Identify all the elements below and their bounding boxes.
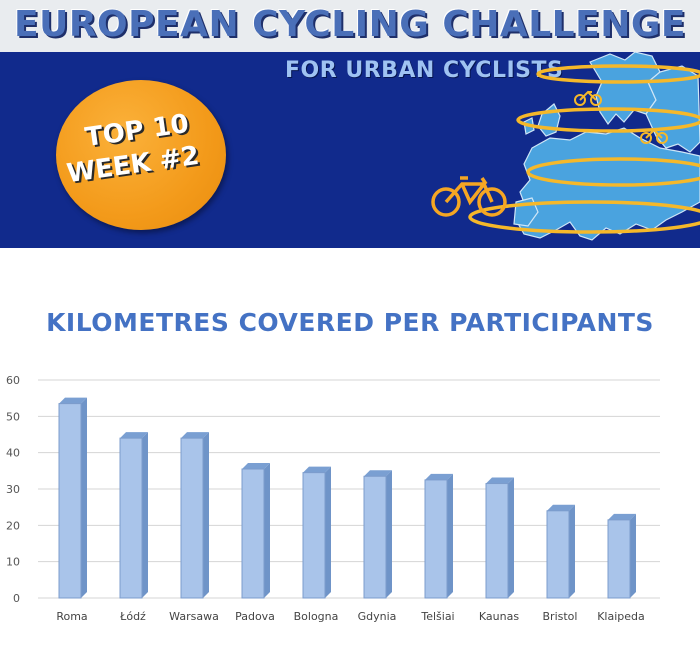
- y-tick-label: 40: [6, 447, 20, 460]
- bar-top: [547, 504, 575, 511]
- bar-side: [81, 397, 87, 598]
- bicycle-icon: [431, 176, 507, 217]
- bar-front: [607, 519, 631, 599]
- bar-front: [119, 437, 143, 599]
- header-banner: For Urban Cyclists: [0, 52, 700, 248]
- bar: [119, 432, 148, 599]
- bar-front: [485, 483, 509, 599]
- bar-side: [264, 463, 270, 598]
- main-title: European Cycling Challenge: [14, 4, 686, 45]
- bar-top: [608, 513, 636, 520]
- bar-side: [508, 477, 514, 598]
- subtitle: For Urban Cyclists: [285, 58, 564, 83]
- bar-top: [242, 463, 270, 470]
- y-tick-label: 0: [13, 592, 20, 605]
- bar-top: [425, 473, 453, 480]
- x-tick-label: Łódź: [119, 610, 146, 623]
- bar: [424, 473, 453, 599]
- bar-side: [203, 432, 209, 598]
- x-tick-label: Kaunas: [479, 610, 519, 623]
- bar: [363, 470, 392, 599]
- y-tick-label: 10: [6, 556, 20, 569]
- title-band: European Cycling Challenge: [0, 0, 700, 52]
- bar-side: [142, 432, 148, 598]
- bar-top: [486, 477, 514, 484]
- europe-map-icon: [468, 52, 700, 241]
- bar-top: [181, 432, 209, 439]
- x-tick-label: Padova: [235, 610, 275, 623]
- bar-front: [424, 479, 448, 599]
- bar-side: [325, 466, 331, 598]
- bar-top: [303, 466, 331, 473]
- bar-chart: 0 10 20 30 40 50 60 Roma Łódź Warsawa Padova Bologn…: [6, 374, 660, 623]
- bar: [546, 504, 575, 599]
- bar-front: [363, 475, 387, 599]
- y-tick-label: 60: [6, 374, 20, 387]
- x-tick-label: Telšiai: [420, 610, 454, 623]
- bar: [58, 397, 87, 599]
- bar-front: [241, 468, 265, 599]
- bar-front: [58, 403, 82, 599]
- x-tick-label: Bologna: [294, 610, 339, 623]
- bar: [180, 432, 209, 599]
- bar: [302, 466, 331, 599]
- bar: [485, 477, 514, 599]
- x-tick-label: Roma: [56, 610, 87, 623]
- x-tick-label: Bristol: [543, 610, 578, 623]
- y-tick-label: 20: [6, 519, 20, 532]
- bar-side: [630, 513, 636, 598]
- bar: [607, 513, 636, 599]
- bar-front: [180, 437, 204, 599]
- bar-top: [120, 432, 148, 439]
- bar-side: [447, 473, 453, 598]
- x-tick-label: Klaipeda: [597, 610, 645, 623]
- bar-front: [546, 510, 570, 599]
- week-badge: Top 10 Week #2: [56, 80, 226, 230]
- y-tick-label: 30: [6, 483, 20, 496]
- bar-top: [59, 397, 87, 404]
- y-tick-label: 50: [6, 410, 20, 423]
- bar-front: [302, 472, 326, 599]
- bar: [241, 463, 270, 599]
- bar-top: [364, 470, 392, 477]
- bar-side: [386, 470, 392, 598]
- bar-side: [569, 504, 575, 598]
- chart-title: Kilometres covered per participants: [46, 308, 654, 337]
- x-tick-label: Warsawa: [169, 610, 219, 623]
- x-tick-label: Gdynia: [358, 610, 397, 623]
